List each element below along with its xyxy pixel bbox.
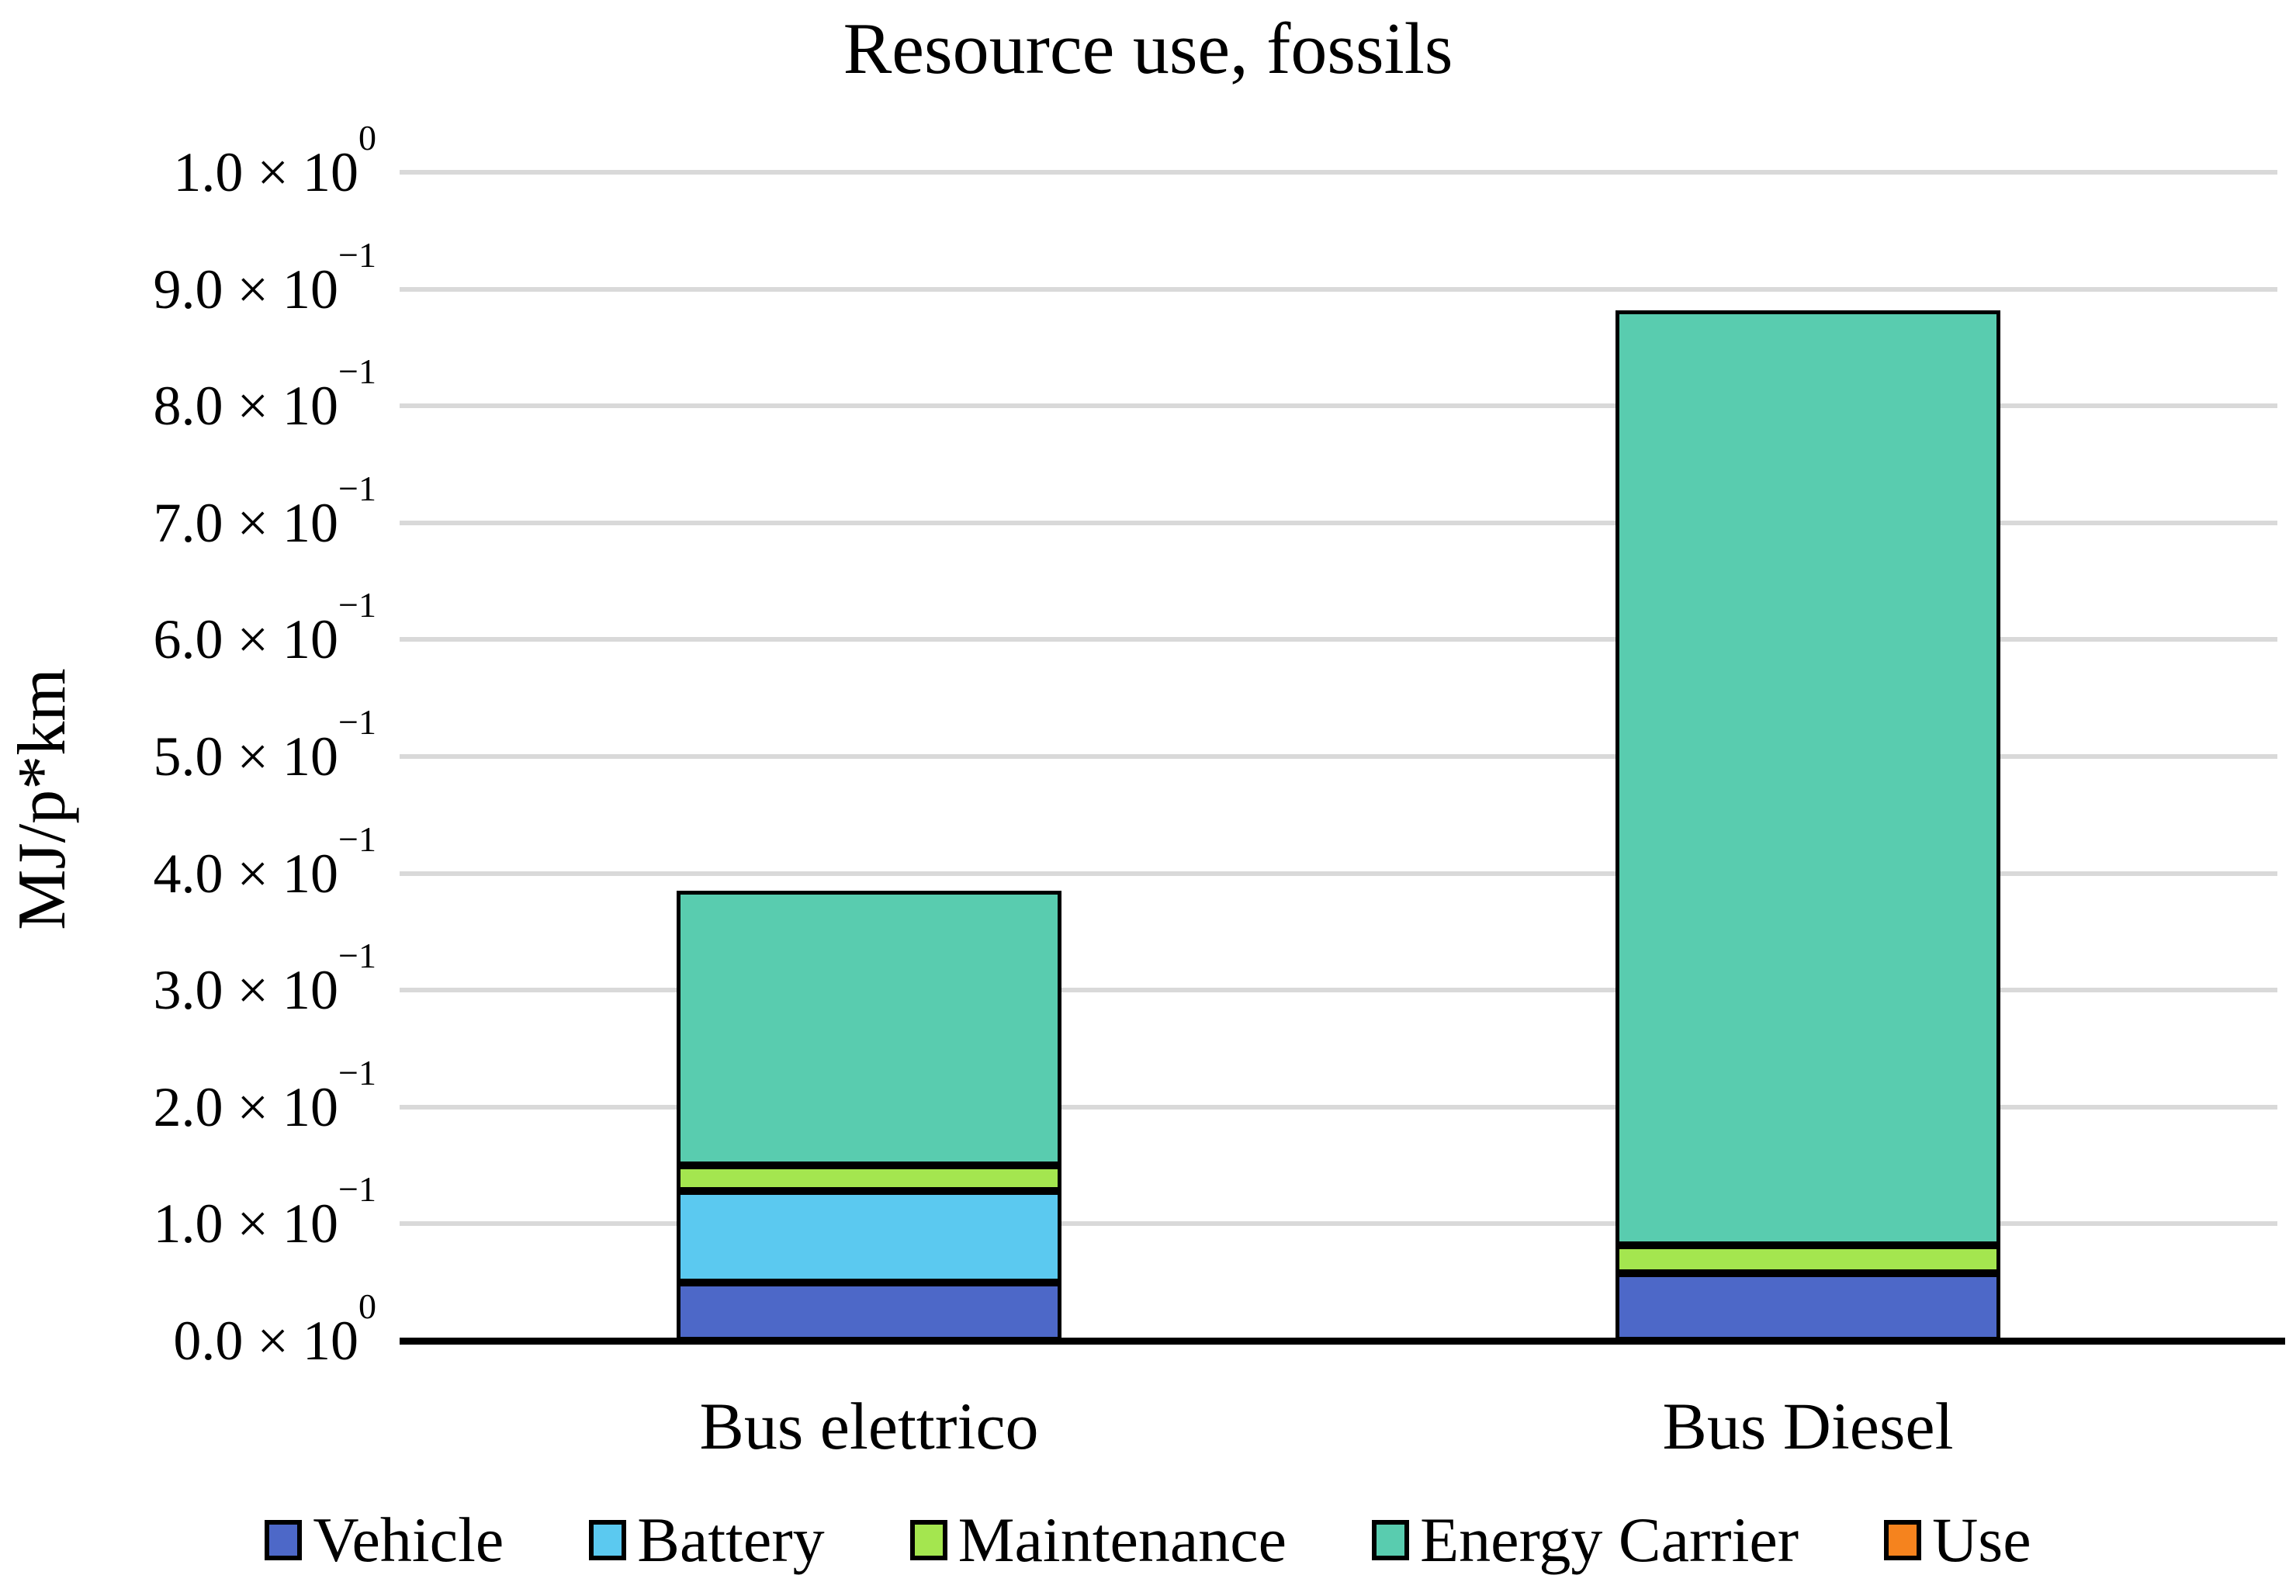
x-category-label: Bus elettrico — [699, 1389, 1039, 1463]
y-tick-label: 4.0 × 10−1 — [153, 819, 376, 905]
y-tick-label: 5.0 × 10−1 — [153, 702, 376, 788]
gridline — [400, 1221, 2277, 1227]
legend-swatch-energy-carrier — [1372, 1520, 1410, 1560]
x-axis-line — [400, 1338, 2285, 1345]
bar-segment-maintenance-bus-elettrico — [677, 1165, 1061, 1192]
legend-label: Battery — [637, 1504, 825, 1575]
y-tick-label: 6.0 × 10−1 — [153, 585, 376, 671]
y-tick-exponent: −1 — [338, 936, 376, 976]
legend-item-energy-carrier: Energy Carrier — [1372, 1501, 1799, 1579]
legend-swatch-use — [1884, 1520, 1922, 1560]
y-tick-exponent: −1 — [338, 468, 376, 508]
y-tick-label: 3.0 × 10−1 — [153, 936, 376, 1022]
y-tick-label: 8.0 × 10−1 — [153, 351, 376, 438]
gridline — [400, 403, 2277, 409]
chart-title: Resource use, fossils — [843, 9, 1453, 89]
y-tick-exponent: −1 — [338, 351, 376, 392]
y-axis-label: MJ/p*km — [5, 668, 80, 930]
y-tick-label: 0.0 × 100 — [173, 1286, 376, 1373]
legend-item-maintenance: Maintenance — [909, 1501, 1287, 1579]
y-tick-label: 1.0 × 10−1 — [153, 1169, 376, 1255]
y-tick-exponent: 0 — [358, 118, 376, 158]
y-tick-exponent: −1 — [338, 585, 376, 625]
legend-label: Energy Carrier — [1420, 1504, 1799, 1575]
y-tick-exponent: −1 — [338, 702, 376, 742]
bar-segment-battery-bus-elettrico — [677, 1191, 1061, 1283]
gridline — [400, 1104, 2277, 1110]
legend-item-battery: Battery — [589, 1501, 825, 1579]
gridline — [400, 170, 2277, 175]
gridline — [400, 637, 2277, 642]
y-tick-exponent: −1 — [338, 1052, 376, 1092]
bar-segment-vehicle-bus-diesel — [1616, 1272, 2000, 1341]
y-tick-label: 7.0 × 10−1 — [153, 468, 376, 554]
gridline — [400, 988, 2277, 993]
legend-label: Vehicle — [313, 1504, 504, 1575]
bar-segment-energy-carrier-bus-diesel — [1616, 310, 2000, 1245]
bar-segment-vehicle-bus-elettrico — [677, 1282, 1061, 1341]
legend-swatch-maintenance — [909, 1520, 947, 1560]
y-tick-label: 2.0 × 10−1 — [153, 1052, 376, 1138]
gridline — [400, 754, 2277, 759]
gridline — [400, 520, 2277, 525]
bar-segment-energy-carrier-bus-elettrico — [677, 891, 1061, 1166]
legend-swatch-battery — [589, 1520, 627, 1560]
y-tick-exponent: −1 — [338, 819, 376, 859]
legend: Vehicle Battery Maintenance Energy Carrier U… — [0, 1497, 2296, 1583]
legend-item-use: Use — [1884, 1501, 2031, 1579]
gridline — [400, 871, 2277, 876]
legend-item-vehicle: Vehicle — [265, 1501, 504, 1579]
legend-label: Use — [1932, 1504, 2031, 1575]
legend-swatch-vehicle — [265, 1520, 303, 1560]
y-tick-exponent: −1 — [338, 234, 376, 275]
y-tick-exponent: 0 — [358, 1286, 376, 1326]
legend-label: Maintenance — [958, 1504, 1287, 1575]
y-tick-label: 9.0 × 10−1 — [153, 234, 376, 320]
y-tick-exponent: −1 — [338, 1169, 376, 1210]
gridline — [400, 286, 2277, 292]
x-category-label: Bus Diesel — [1662, 1389, 1954, 1463]
y-tick-label: 1.0 × 100 — [173, 118, 376, 204]
bar-segment-maintenance-bus-diesel — [1616, 1245, 2000, 1273]
